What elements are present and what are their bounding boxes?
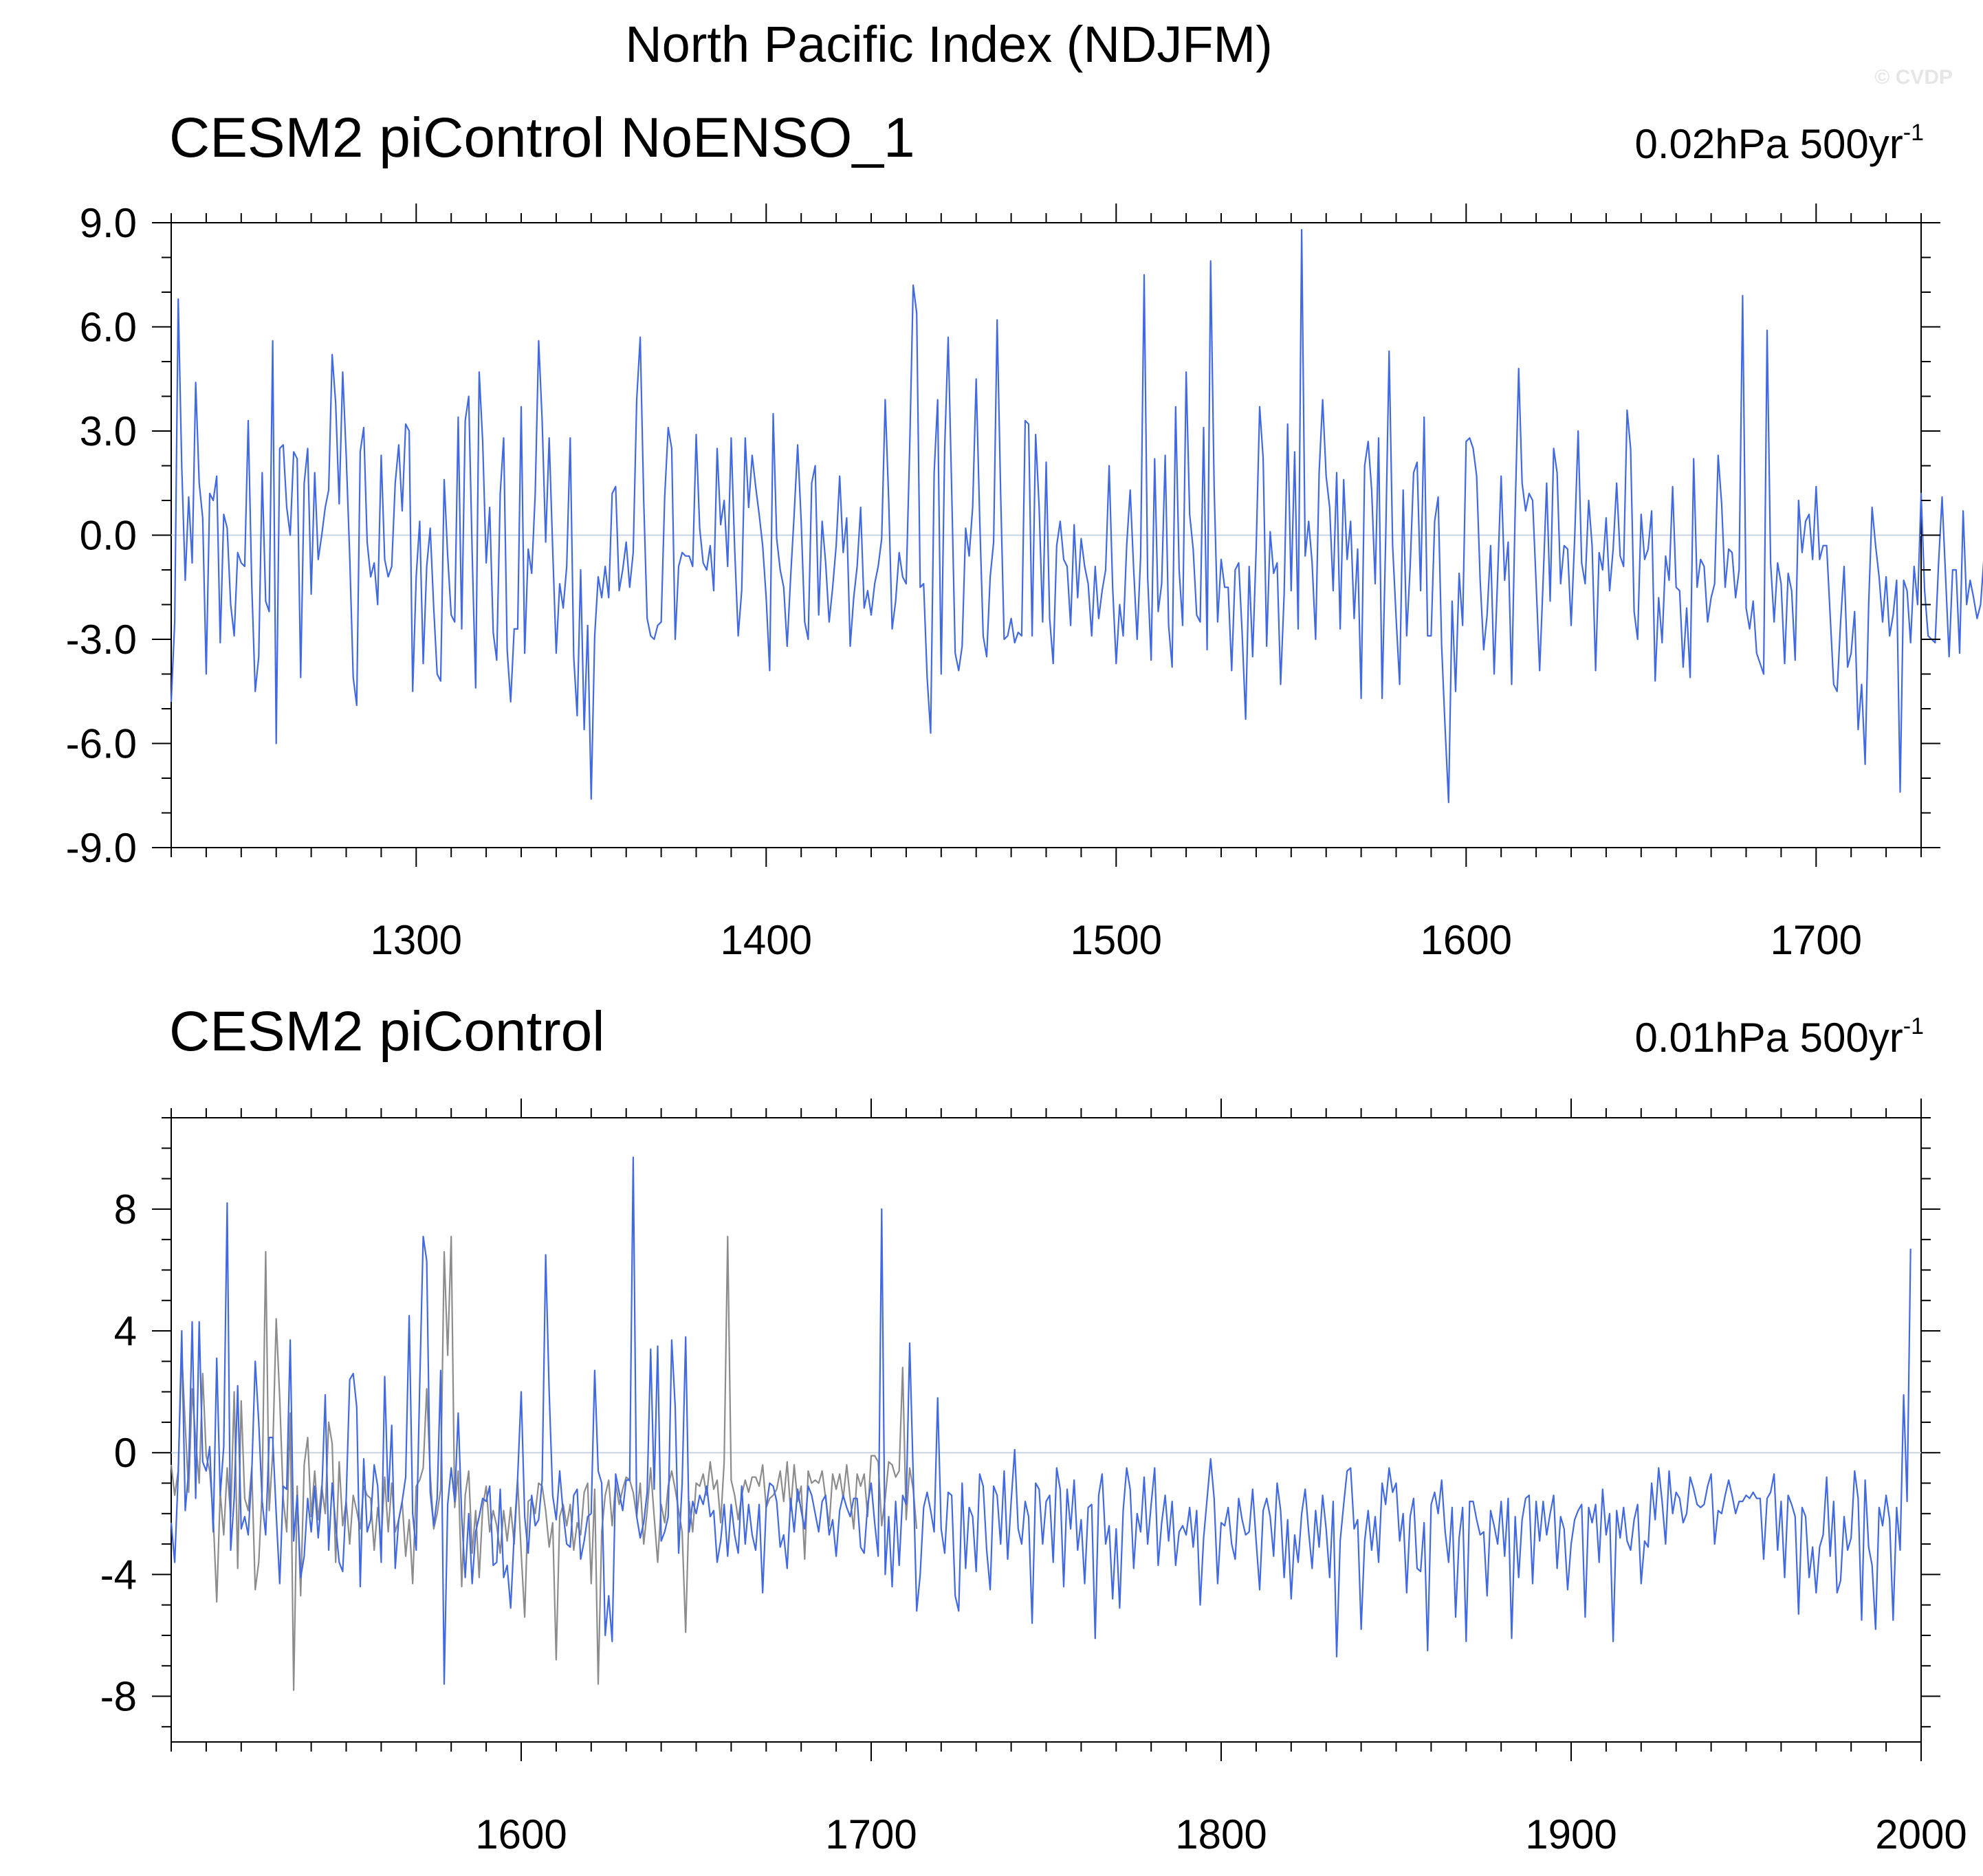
panel-1-y-tick-label: 3.0 (80, 408, 137, 454)
panel-1-y-tick-label: -9.0 (66, 825, 137, 871)
panel-1-x-tick-label: 1300 (371, 917, 462, 963)
panel-1-x-tick-label: 1500 (1071, 917, 1162, 963)
panel-1-trend-value: 0.02hPa 500yr (1634, 121, 1903, 167)
panel-2-series-gray-line (170, 1235, 918, 1691)
panel-2-y-tick-label: -4 (100, 1552, 137, 1598)
panel-1-y-tick-label: -6.0 (66, 721, 137, 767)
panel-2-y-tick-label: 4 (114, 1308, 137, 1354)
panel-2-trend-value: 0.01hPa 500yr (1634, 1015, 1903, 1061)
panel-2-x-tick-label: 2000 (1875, 1811, 1966, 1857)
panel-2-x-tick-label: 1800 (1175, 1811, 1267, 1857)
panel-2-trend: 0.01hPa 500yr-1 (1634, 1015, 1924, 1059)
panel-2-y-tick-label: 0 (114, 1430, 137, 1476)
figure-title: North Pacific Index (NDJFM) (625, 16, 1273, 73)
panel-2-y-tick-label: -8 (100, 1674, 137, 1720)
panel-1-series-blue-line (170, 229, 1983, 804)
panel-1-trend-exponent: -1 (1903, 120, 1924, 146)
panel-2-frame (171, 1117, 1922, 1743)
panel-1-y-tick-label: 6.0 (80, 305, 137, 351)
panel-1-chart: 1300 1400 1500 1600 1700 9.0 6.0 3.0 0.0 -3.0 -6.0… (66, 200, 1983, 963)
watermark: © CVDP (1874, 66, 1953, 89)
panel-1-title: CESM2 piControl NoENSO_1 (169, 107, 915, 169)
panel-2-x-tick-label: 1900 (1525, 1811, 1617, 1857)
panel-2-trend-exponent: -1 (1903, 1013, 1924, 1039)
panel-2-title: CESM2 piControl (169, 1000, 605, 1063)
panel-1-y-tick-label: 0.0 (80, 513, 137, 559)
panel-2-chart: 1600 1700 1800 1900 2000 8 4 0 -4 -8 (100, 1099, 1967, 1857)
panel-1-y-tick-label: -3.0 (66, 617, 137, 663)
panel-1-y-tick-label: 9.0 (80, 200, 137, 246)
panel-2-x-tick-label: 1600 (475, 1811, 567, 1857)
panel-2-y-tick-label: 8 (114, 1187, 137, 1233)
panel-1-x-tick-label: 1600 (1421, 917, 1512, 963)
panel-2-x-tick-label: 1700 (825, 1811, 917, 1857)
panel-1-trend: 0.02hPa 500yr-1 (1634, 121, 1924, 165)
panel-1-x-tick-label: 1400 (721, 917, 812, 963)
panel-1-x-tick-label: 1700 (1771, 917, 1862, 963)
panel-2-series-blue-line (170, 1156, 1911, 1685)
